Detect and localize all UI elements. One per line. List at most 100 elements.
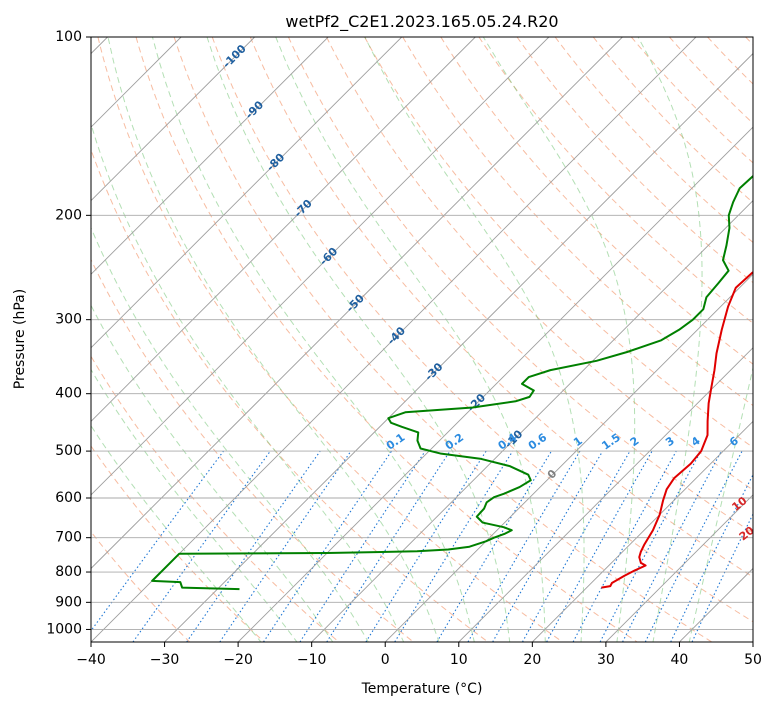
dry-adiabat-label: 40: [765, 580, 775, 600]
y-tick-label: 600: [55, 490, 82, 506]
dry-adiabat: [211, 37, 753, 623]
y-tick-label: 700: [55, 530, 82, 546]
x-tick-label: 50: [744, 652, 762, 668]
x-tick-label: −10: [297, 652, 327, 668]
y-tick-label: 200: [55, 207, 82, 223]
moist-adiabat: [91, 122, 405, 642]
isotherm-label: 0: [545, 467, 560, 482]
skewed-isotherm: [164, 52, 753, 642]
skewed-isotherm: [91, 37, 403, 349]
moist-adiabat: [637, 37, 703, 642]
dry-adiabat: [669, 37, 753, 125]
mixing-ratio-line: [436, 450, 552, 642]
x-tick-label: 40: [671, 652, 689, 668]
skewed-isotherm: [91, 37, 697, 642]
mixing-ratio-label: 8: [755, 434, 769, 449]
mixing-ratio-line: [599, 450, 702, 642]
mixing-ratio-line: [691, 512, 753, 642]
skewed-isotherm: [91, 37, 255, 202]
mixing-ratio-line: [670, 473, 753, 642]
mixing-ratio-line: [572, 450, 677, 642]
dry-adiabat: [91, 531, 191, 642]
y-axis-label: Pressure (hPa): [12, 289, 28, 389]
dry-adiabat: [91, 258, 414, 642]
skewed-isotherm: [237, 126, 753, 642]
dry-adiabat: [554, 37, 753, 244]
isotherm-label: -100: [220, 42, 249, 71]
skewed-isotherm: [91, 37, 550, 496]
isotherm-label: -30: [422, 360, 445, 383]
mixing-ratio-label: 3: [663, 434, 677, 449]
moist-adiabat: [364, 37, 585, 642]
dry-adiabat: [97, 37, 563, 642]
isotherm-label: -80: [264, 150, 287, 173]
dry-adiabat: [173, 37, 713, 642]
moist-adiabat: [482, 37, 636, 642]
mixing-ratio-label: 0.6: [526, 431, 550, 453]
skewed-isotherm: [91, 37, 476, 422]
moist-adiabat: [91, 368, 298, 642]
skewed-isotherm: [752, 641, 753, 642]
isotherm-label: -20: [465, 391, 488, 414]
mixing-ratio-line: [467, 450, 581, 642]
mixing-ratio-line: [546, 450, 653, 642]
dry-adiabat: [592, 37, 753, 204]
skewed-isotherm: [679, 567, 753, 642]
y-tick-label: 900: [55, 594, 82, 610]
mixing-ratio-label: 1: [571, 434, 585, 449]
y-tick-label: 300: [55, 312, 82, 328]
dry-adiabat: [91, 445, 265, 642]
dry-adiabat: [707, 37, 753, 85]
mixing-ratio-line: [299, 450, 426, 642]
chart-title: wetPf2_C2E1.2023.165.05.24.R20: [285, 12, 558, 32]
moist-adiabat: [91, 424, 262, 642]
mixing-ratio-label: 1.5: [599, 431, 622, 453]
x-tick-label: 30: [597, 652, 615, 668]
y-tick-label: 400: [55, 386, 82, 402]
y-tick-label: 800: [55, 564, 82, 580]
dry-adiabat: [91, 355, 340, 642]
mixing-ratio-line: [263, 450, 392, 642]
dry-adiabat: [91, 148, 489, 642]
isotherm-label: -70: [292, 197, 315, 220]
mixing-ratio-line: [326, 450, 451, 642]
dry-adiabat-label: 30: [751, 550, 771, 570]
dry-adiabat: [402, 37, 753, 407]
temperature-profile-line: [601, 271, 753, 589]
mixing-ratio-line: [394, 450, 514, 642]
x-tick-label: 0: [381, 652, 390, 668]
mixing-ratio-label: 2: [628, 434, 642, 449]
dry-adiabat: [440, 37, 753, 365]
y-tick-label: 500: [55, 443, 82, 459]
skewed-isotherm: [91, 37, 623, 570]
x-tick-label: 20: [523, 652, 541, 668]
skewed-isotherm: [458, 347, 753, 642]
skewed-isotherm: [605, 494, 753, 642]
moist-adiabat: [688, 365, 753, 642]
plot-frame: [90, 36, 754, 643]
mixing-ratio-line: [219, 450, 352, 642]
skewed-isotherm: [91, 37, 329, 275]
dry-adiabat: [745, 37, 753, 46]
moist-adiabat: [275, 37, 546, 642]
mixing-ratio-line: [186, 450, 321, 642]
isotherm-label: -50: [344, 292, 367, 315]
x-tick-label: −40: [76, 652, 106, 668]
skewed-isotherm: [532, 420, 753, 642]
mixing-ratio-label: 6: [727, 434, 741, 449]
dewpoint-profile-line: [151, 174, 753, 591]
isotherm-label: -90: [243, 98, 266, 121]
dry-adiabat: [326, 37, 753, 491]
mixing-ratio-label: 4: [689, 434, 703, 449]
moist-adiabat: [91, 304, 334, 642]
dry-adiabat: [249, 37, 753, 578]
dry-adiabat: [135, 37, 638, 642]
mixing-ratio-line: [521, 450, 631, 642]
mixing-ratio-line: [644, 450, 743, 642]
mixing-ratio-line: [91, 450, 224, 632]
mixing-ratio-line: [132, 450, 271, 642]
x-tick-label: 10: [450, 652, 468, 668]
moist-adiabat: [151, 37, 475, 642]
moist-adiabat: [107, 37, 440, 642]
